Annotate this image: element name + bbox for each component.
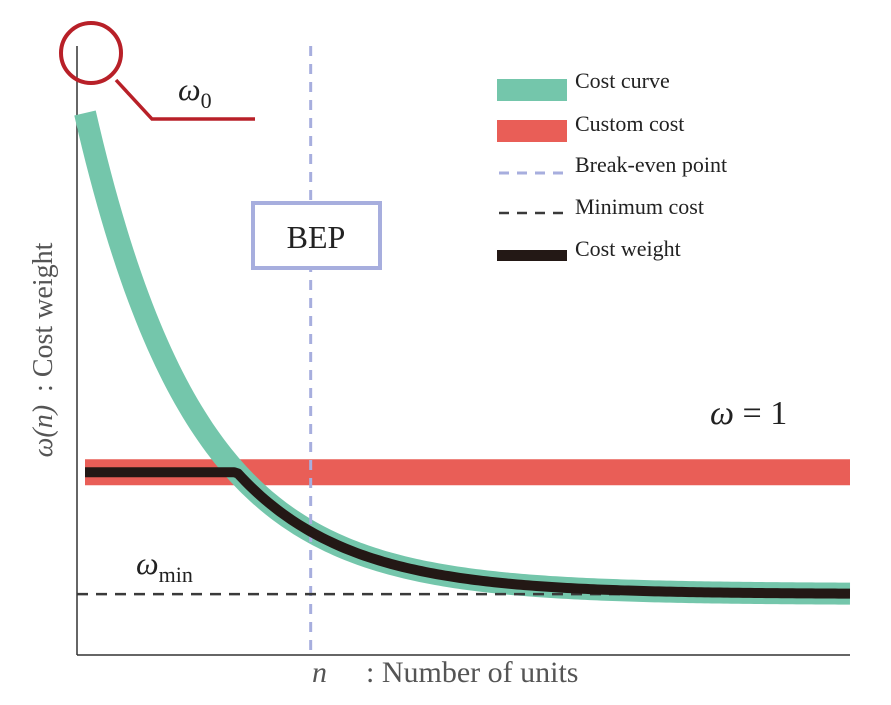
legend-label-minimum-cost: Minimum cost: [575, 194, 704, 219]
legend: Cost curve Custom cost Break-even point …: [497, 68, 727, 261]
legend-label-cost-weight: Cost weight: [575, 236, 681, 261]
omega-zero-marker: [59, 21, 123, 85]
omega-min-label: ωmin: [136, 545, 193, 587]
legend-label-break-even: Break-even point: [575, 152, 727, 177]
cost-weight-line: [83, 467, 852, 599]
chart-marks: [74, 46, 858, 655]
svg-text:ω(n) : Cost weight: ω(n) : Cost weight: [28, 242, 59, 457]
legend-swatch-cost-weight: [497, 250, 567, 261]
x-axis-text: : Number of units: [366, 656, 578, 689]
omega-zero-leader: [114, 78, 255, 121]
legend-label-custom-cost: Custom cost: [575, 111, 684, 136]
omega-one-label: ω = 1: [710, 395, 787, 432]
y-axis-symbol: ω(n): [28, 405, 59, 457]
legend-swatch-custom-cost: [497, 120, 567, 142]
cost-curve-line: [74, 110, 858, 605]
legend-swatch-cost-curve: [497, 79, 567, 101]
y-axis-text: : Cost weight: [28, 242, 59, 392]
legend-label-cost-curve: Cost curve: [575, 68, 670, 93]
bep-label: BEP: [287, 219, 346, 255]
x-axis-symbol: n: [312, 656, 327, 689]
bep-box: [251, 201, 382, 270]
omega-zero-label: ω0: [178, 71, 212, 113]
y-axis-label: ω(n) : Cost weight: [28, 242, 59, 457]
